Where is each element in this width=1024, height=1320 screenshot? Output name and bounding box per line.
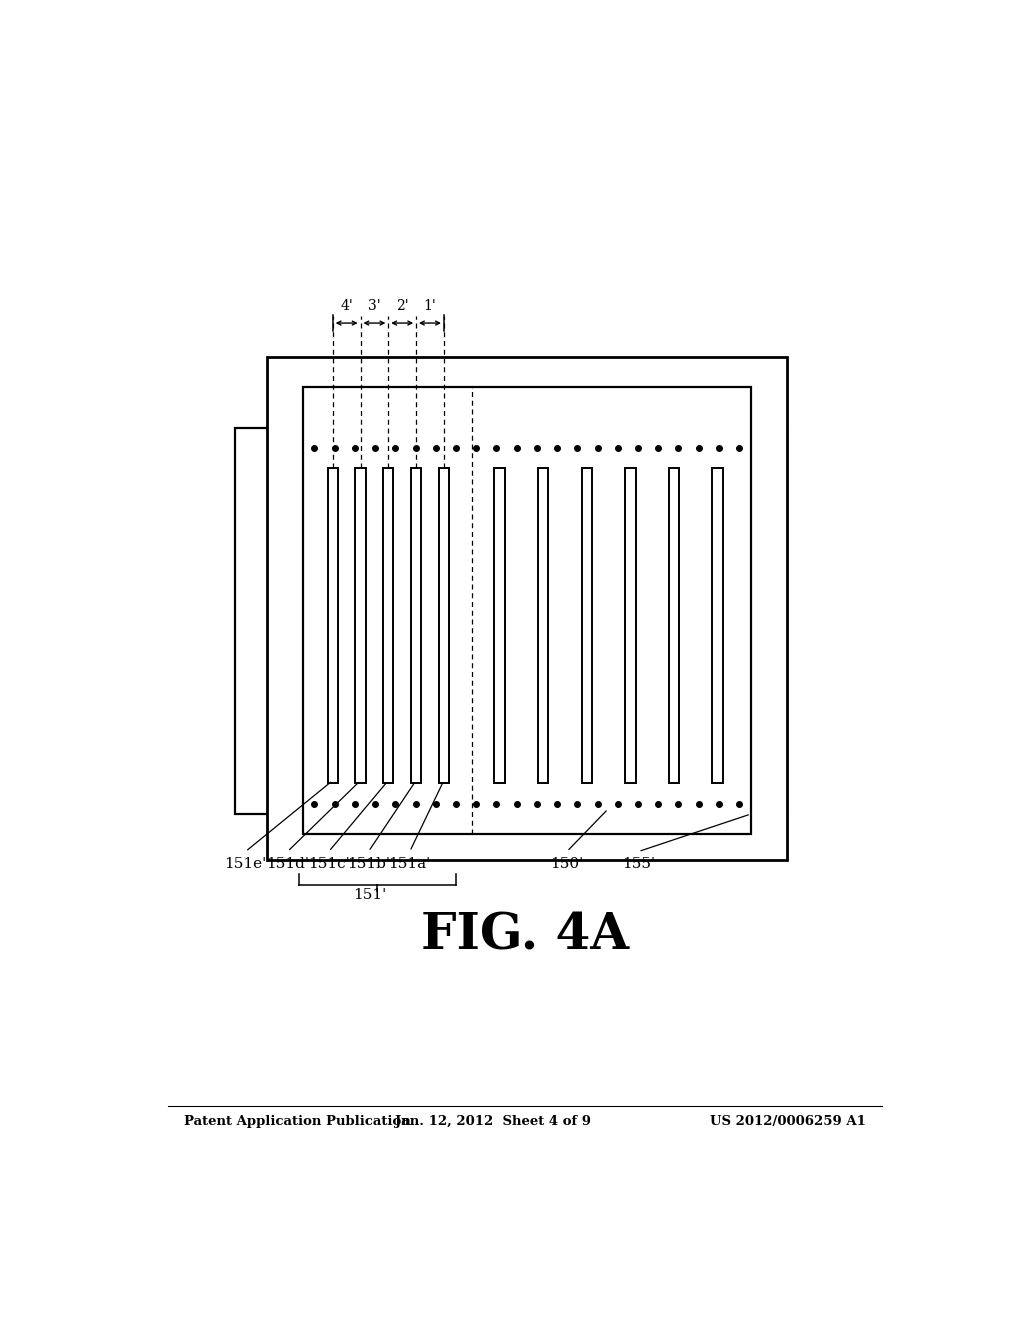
Text: 2': 2' bbox=[396, 298, 409, 313]
Text: 151d': 151d' bbox=[266, 857, 309, 871]
Text: 151a': 151a' bbox=[388, 857, 431, 871]
Text: 151b': 151b' bbox=[347, 857, 390, 871]
Text: FIG. 4A: FIG. 4A bbox=[421, 911, 629, 961]
Bar bbox=[383, 469, 393, 784]
Bar bbox=[538, 469, 548, 784]
Text: 150': 150' bbox=[550, 857, 584, 871]
Bar bbox=[751, 428, 786, 814]
Bar bbox=[582, 469, 592, 784]
Text: 1': 1' bbox=[424, 298, 436, 313]
Bar bbox=[303, 387, 751, 834]
Text: 151e': 151e' bbox=[224, 857, 266, 871]
Text: 151c': 151c' bbox=[308, 857, 349, 871]
Text: Patent Application Publication: Patent Application Publication bbox=[183, 1115, 411, 1129]
Bar bbox=[236, 428, 303, 814]
Text: 3': 3' bbox=[368, 298, 381, 313]
Bar bbox=[355, 469, 366, 784]
Text: 151': 151' bbox=[353, 888, 387, 903]
Text: Jan. 12, 2012  Sheet 4 of 9: Jan. 12, 2012 Sheet 4 of 9 bbox=[395, 1115, 591, 1129]
Bar bbox=[328, 469, 338, 784]
Bar bbox=[495, 469, 505, 784]
Text: US 2012/0006259 A1: US 2012/0006259 A1 bbox=[711, 1115, 866, 1129]
Bar bbox=[267, 356, 786, 859]
Bar bbox=[626, 469, 636, 784]
Text: 4': 4' bbox=[340, 298, 353, 313]
Text: 155': 155' bbox=[622, 857, 654, 871]
Bar bbox=[669, 469, 679, 784]
Bar bbox=[438, 469, 449, 784]
Bar bbox=[713, 469, 723, 784]
Bar bbox=[411, 469, 421, 784]
